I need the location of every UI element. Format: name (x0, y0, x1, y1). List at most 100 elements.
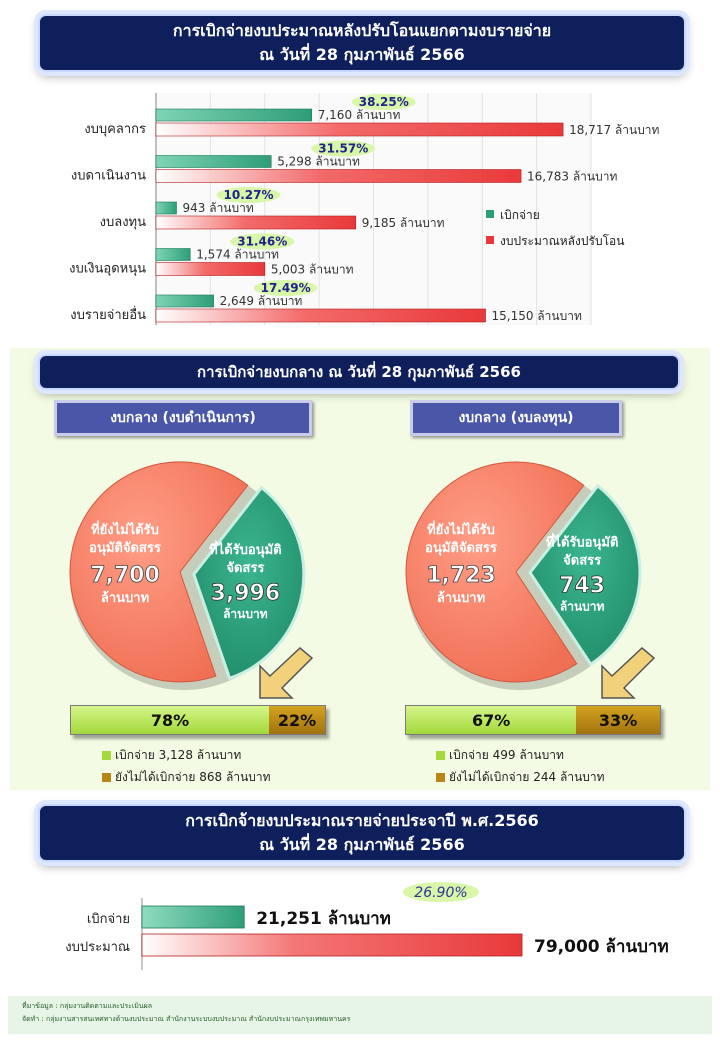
left-pie-slice-unapproved (69, 461, 249, 683)
bottom-banner-line1: การเบิกจ้ายงบประมาณรายจ่ายประจาปี พ.ศ.25… (185, 811, 539, 830)
budget-by-category-svg: งบบุคลากร 7,160 ล้านบาท 18,717 ล้านบาท 38.2… (69, 93, 660, 325)
right-legend-disbursed: เบิกจ่าย 499 ล้านบาท (436, 746, 564, 765)
category-label: งบเงินอุดหนุน (69, 262, 146, 277)
left-pie-approved-unit: ล้านบาท (223, 607, 268, 621)
legend-swatch-gold (102, 773, 111, 782)
category-label: งบดาเนินงาน (71, 169, 146, 184)
bar-budget (155, 308, 486, 323)
overall-bar-label: 21,251 ล้านบาท (256, 909, 391, 929)
right-pie-title: งบกลาง (งบลงทุน) (410, 400, 622, 436)
legend-swatch-gold (436, 773, 445, 782)
left-progress-remaining: 22% (269, 706, 325, 734)
bar-disbursed-label: 1,574 ล้านบาท (196, 248, 279, 262)
left-pie-unapproved-unit: ล้านบาท (101, 590, 149, 606)
bar-budget-label: 9,185 ล้านบาท (362, 216, 445, 230)
right-pie-arrow-icon (601, 647, 656, 699)
bar-disbursed (155, 108, 313, 122)
category-label: งบลงทุน (100, 215, 146, 230)
left-pie-title: งบกลาง (งบดำเนินการ) (54, 400, 312, 436)
bar-budget (155, 122, 564, 137)
right-legend-remaining-text: ยังไม่ได้เบิกจ่าย 244 ล้านบาท (449, 770, 605, 784)
percent-badge: 10.27% (224, 188, 274, 202)
bar-disbursed (155, 155, 272, 168)
left-pie-unapproved-label-1: ที่ยังไม่ได้รับ (91, 520, 159, 538)
bar-disbursed-label: 2,649 ล้านบาท (220, 294, 303, 308)
percent-badge-bg (216, 187, 281, 203)
left-legend-remaining: ยังไม่ได้เบิกจ่าย 868 ล้านบาท (102, 768, 271, 787)
bar-budget (155, 262, 266, 276)
right-pie-slice-approved (528, 483, 642, 667)
legend-label-disbursed: เบิกจ่าย (500, 208, 540, 222)
right-pie-slice-unapproved (405, 461, 585, 683)
bar-disbursed-label: 943 ล้านบาท (183, 201, 254, 215)
left-progress-done: 78% (71, 706, 270, 734)
category-label: งบรายจ่ายอื่น (70, 306, 146, 323)
footer: ที่มาข้อมูล : กลุ่มงานติดตามและประเมินผล… (8, 996, 712, 1034)
top-banner-line2: ณ วันที่ 28 กุมภาพันธ์ 2566 (259, 45, 465, 64)
right-legend-disbursed-text: เบิกจ่าย 499 ล้านบาท (449, 748, 564, 762)
left-pie-unapproved-value: 7,700 (90, 563, 160, 588)
left-pie-unapproved-label-2: อนุมัติจัดสรร (89, 541, 161, 556)
legend-swatch-green (436, 751, 445, 760)
percent-badge-bg (253, 280, 318, 296)
footer-credit: จัดทำ : กลุ่มงานสารสนเทศทางด้านงบประมาณ … (22, 1015, 351, 1023)
left-legend-disbursed-text: เบิกจ่าย 3,128 ล้านบาท (115, 748, 242, 762)
overall-category-label: เบิกจ่าย (87, 912, 130, 927)
bar-budget (155, 169, 522, 183)
left-legend-disbursed: เบิกจ่าย 3,128 ล้านบาท (102, 746, 241, 765)
legend-swatch-budget (486, 236, 494, 244)
bar-disbursed (155, 294, 214, 308)
right-pie-approved-label-2: จัดสรร (563, 553, 601, 568)
percent-badge: 38.25% (359, 95, 409, 109)
overall-bar (141, 905, 245, 929)
left-pie-arrow-icon (259, 647, 314, 699)
overall-budget-chart: เบิกจ่าย 21,251 ล้านบาทงบประมาณ 79,000 ล้า… (0, 862, 720, 982)
left-pie-approved-value: 3,996 (211, 581, 281, 606)
mid-banner-title: การเบิกจ่ายงบกลาง ณ วันที่ 28 กุมภาพันธ์… (197, 363, 521, 381)
bar-disbursed-label: 5,298 ล้านบาท (277, 155, 360, 169)
percent-badge-bg (351, 94, 416, 110)
right-pie-unapproved-label-1: ที่ยังไม่ได้รับ (427, 520, 495, 538)
right-progress-bar: 67% 33% (405, 705, 661, 735)
overall-bar-label: 79,000 ล้านบาท (534, 937, 669, 957)
top-banner-line1: การเบิกจ่ายงบประมาณหลังปรับโอนแยกตามงบรา… (172, 21, 552, 40)
right-pie-unapproved-value: 1,723 (426, 563, 496, 588)
right-pie-approved-unit: ล้านบาท (560, 599, 605, 613)
bottom-banner: การเบิกจ้ายงบประมาณรายจ่ายประจาปี พ.ศ.25… (38, 804, 686, 862)
right-progress-done: 67% (406, 706, 577, 734)
budget-by-category-chart: งบบุคลากร 7,160 ล้านบาท 18,717 ล้านบาท 38.2… (0, 85, 720, 340)
legend: เบิกจ่ายงบประมาณหลังปรับโอน (486, 208, 624, 248)
footer-source: ที่มาข้อมูล : กลุ่มงานติดตามและประเมินผล (22, 1002, 153, 1010)
right-pie-unapproved-unit: ล้านบาท (437, 590, 485, 606)
mid-banner: การเบิกจ่ายงบกลาง ณ วันที่ 28 กุมภาพันธ์… (38, 354, 680, 390)
percent-badge: 31.46% (237, 235, 287, 249)
left-legend-remaining-text: ยังไม่ได้เบิกจ่าย 868 ล้านบาท (115, 770, 271, 784)
overall-bar (141, 933, 523, 957)
bar-budget-label: 18,717 ล้านบาท (569, 123, 659, 137)
right-legend-remaining: ยังไม่ได้เบิกจ่าย 244 ล้านบาท (436, 768, 605, 787)
bar-budget-label: 15,150 ล้านบาท (492, 309, 582, 323)
central-budget-section: การเบิกจ่ายงบกลาง ณ วันที่ 28 กุมภาพันธ์… (10, 348, 710, 790)
bar-disbursed (155, 248, 191, 261)
bar-disbursed (155, 201, 177, 215)
percent-badge: 31.57% (318, 142, 368, 156)
overall-percent: 26.90% (414, 885, 467, 901)
left-pie-slice-approved (192, 485, 306, 681)
category-label: งบบุคลากร (84, 122, 146, 137)
bar-disbursed-label: 7,160 ล้านบาท (318, 108, 401, 122)
right-pie-approved-value: 743 (559, 573, 605, 598)
overall-percent-bg (403, 882, 479, 902)
right-pie-unapproved-label-2: อนุมัติจัดสรร (425, 541, 497, 556)
top-banner: การเบิกจ่ายงบประมาณหลังปรับโอนแยกตามงบรา… (38, 14, 686, 72)
overall-category-label: งบประมาณ (65, 940, 130, 955)
percent-badge: 17.49% (261, 281, 311, 295)
left-pie-approved-label-2: จัดสรร (226, 561, 264, 576)
bar-budget-label: 5,003 ล้านบาท (271, 263, 354, 277)
legend-label-budget: งบประมาณหลังปรับโอน (500, 234, 624, 248)
percent-badge-bg (230, 233, 295, 250)
bar-budget (155, 215, 357, 230)
bottom-banner-line2: ณ วันที่ 28 กุมภาพันธ์ 2566 (259, 835, 465, 854)
right-pie-approved-label-1: ที่ได้รับอนุมัติ (546, 532, 619, 550)
right-progress-remaining: 33% (576, 706, 660, 734)
